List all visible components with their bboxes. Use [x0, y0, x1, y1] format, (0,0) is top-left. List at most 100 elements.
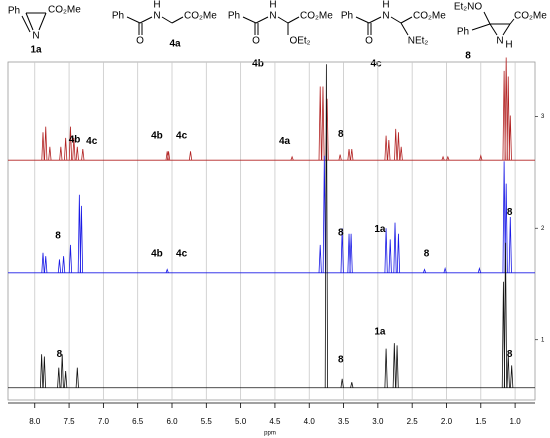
atom-text: Ph — [341, 11, 353, 22]
atom-text: NEt₂ — [408, 36, 429, 47]
peak — [508, 115, 512, 161]
peak — [64, 137, 68, 161]
peak — [166, 151, 171, 161]
bond — [126, 16, 141, 24]
peak — [508, 217, 512, 273]
atom-text: Ph — [228, 11, 240, 22]
peak — [393, 222, 397, 273]
atom-text: CO₂Me — [184, 11, 217, 22]
peak — [318, 244, 322, 273]
annotation: 8 — [57, 349, 63, 360]
annotation: 8 — [424, 249, 430, 260]
atom-text: Ph — [457, 27, 469, 38]
bond — [171, 16, 184, 24]
atom-text: N — [32, 31, 39, 42]
annotation: 1a — [374, 224, 386, 235]
peak — [388, 239, 392, 273]
annotation: 4c — [86, 136, 98, 147]
peak — [392, 343, 396, 388]
peak — [75, 367, 79, 388]
peak — [188, 151, 193, 161]
atom-text: CO₂Me — [300, 11, 333, 22]
peak — [396, 233, 401, 273]
bond — [368, 16, 382, 24]
bond — [277, 16, 289, 24]
peak — [477, 266, 482, 273]
peak — [384, 135, 388, 161]
annotation: 8 — [55, 231, 61, 242]
peak — [318, 86, 322, 161]
bond — [25, 12, 34, 31]
compound-label: 1a — [30, 45, 42, 56]
x-tick-label: 5.0 — [235, 417, 247, 426]
bond — [21, 15, 31, 33]
structure-4b: Ph O H N CO₂Me OEt₂ 4b — [228, 0, 333, 70]
structure-1a: Ph CO₂Me N 1a — [8, 5, 81, 56]
bond — [242, 16, 257, 24]
peak — [61, 256, 66, 273]
atom-text: Ph — [112, 11, 124, 22]
peak — [506, 354, 510, 388]
y-tick-label: 2 — [541, 226, 545, 232]
peak — [75, 146, 79, 161]
peak — [384, 348, 388, 388]
atom-text: N — [382, 11, 389, 22]
atom-text: CO₂Me — [48, 5, 81, 16]
x-tick-label: 8.0 — [29, 417, 41, 426]
peak — [40, 354, 44, 388]
annotation: 4c — [176, 130, 188, 141]
peak — [68, 244, 73, 273]
x-axis-label: ppm — [264, 431, 276, 437]
bond — [139, 16, 153, 24]
x-tick-label: 7.5 — [64, 417, 76, 426]
peak — [347, 233, 351, 273]
peak — [48, 146, 52, 161]
peak — [347, 148, 351, 161]
peak — [340, 228, 344, 273]
peak — [446, 155, 450, 161]
peak — [81, 148, 85, 161]
peak — [422, 268, 427, 273]
x-tick-label: 1.0 — [510, 417, 522, 426]
peak — [502, 70, 506, 161]
peak — [506, 76, 510, 161]
peak — [60, 354, 64, 388]
atom-text: H — [269, 0, 276, 11]
peak — [321, 86, 325, 161]
x-tick-label: 2.0 — [441, 417, 453, 426]
peak — [64, 370, 68, 388]
peak — [441, 155, 445, 161]
annotation: 8 — [338, 354, 344, 365]
bond — [471, 23, 491, 31]
peak — [350, 382, 354, 388]
peak — [443, 266, 447, 273]
peak — [41, 252, 45, 273]
bond — [509, 18, 515, 25]
y-tick-label: 1 — [541, 337, 545, 343]
peak — [338, 154, 342, 161]
peak — [384, 228, 388, 273]
atom-text: H — [153, 0, 160, 11]
peak — [349, 233, 353, 273]
x-tick-label: 5.5 — [201, 417, 213, 426]
atom-text: O — [365, 36, 373, 47]
peak — [503, 242, 508, 388]
peak — [510, 365, 514, 388]
x-tick-label: 6.0 — [166, 417, 178, 426]
bond — [161, 16, 173, 24]
peak — [504, 57, 508, 161]
bond — [400, 22, 409, 36]
atom-text: OEt₂ — [289, 36, 310, 47]
annotation: 1a — [374, 327, 386, 338]
structure-4c: Ph O H N CO₂Me NEt₂ 4c — [341, 0, 446, 70]
annotation: 8 — [338, 129, 344, 140]
annotation: 4c — [176, 249, 188, 260]
bond — [287, 16, 300, 24]
x-tick-label: 6.5 — [132, 417, 144, 426]
annotation: 8 — [507, 349, 513, 360]
atom-text: Et₂NO — [454, 2, 483, 13]
x-tick-label: 2.5 — [407, 417, 419, 426]
peak — [399, 146, 403, 161]
peak — [42, 356, 46, 388]
